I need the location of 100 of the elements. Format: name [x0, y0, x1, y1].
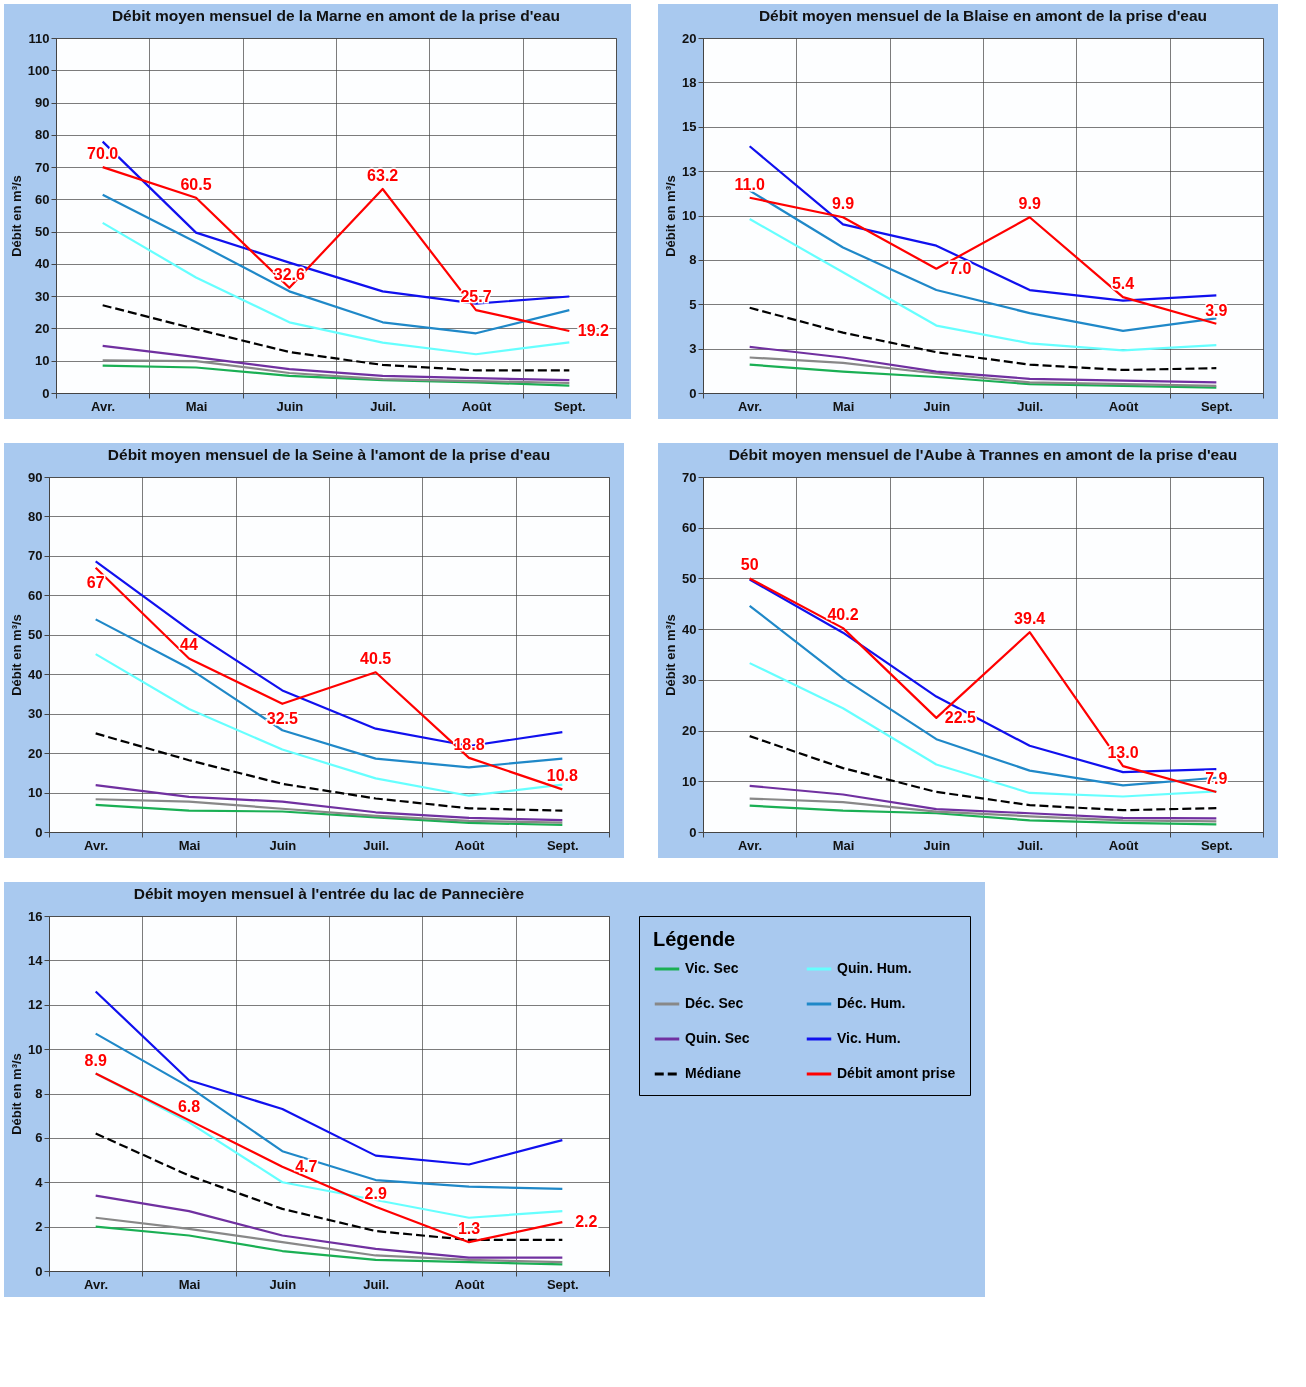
chart-title: Débit moyen mensuel à l'entrée du lac de Pannecière — [133, 884, 525, 902]
data-label: 10.8 — [546, 767, 579, 785]
x-tick-label: Mai — [185, 398, 208, 414]
y-tick-label: 90 — [35, 95, 50, 111]
x-tick-label: Juil. — [363, 837, 390, 853]
x-tick-label: Avr. — [84, 837, 109, 853]
x-tick-label: Août — [461, 398, 492, 414]
data-label: 8.9 — [84, 1051, 107, 1069]
y-tick-label: 50 — [28, 627, 43, 643]
y-tick-label: 20 — [682, 723, 697, 739]
x-tick-label: Mai — [178, 1276, 201, 1292]
y-tick-label: 2 — [35, 1219, 43, 1235]
y-tick-label: 10 — [682, 208, 697, 223]
y-tick-label: 0 — [35, 1263, 43, 1279]
legend-label: Vic. Sec — [685, 960, 739, 976]
x-tick-label: Juin — [276, 398, 304, 414]
x-tick-label: Juil. — [1017, 837, 1044, 853]
x-tick-label: Avr. — [738, 398, 763, 414]
x-tick-label: Avr. — [91, 398, 116, 414]
data-label: 11.0 — [734, 175, 765, 193]
y-tick-label: 50 — [35, 224, 50, 240]
chart-title: Débit moyen mensuel de l'Aube à Trannes en amont de la prise d'eau — [728, 445, 1238, 463]
y-axis-title: Débit en m³/s — [663, 614, 679, 696]
data-label: 4.7 — [295, 1157, 318, 1175]
y-tick-label: 10 — [35, 353, 50, 369]
x-tick-label: Avr. — [738, 837, 763, 853]
legend-label: Déc. Hum. — [837, 995, 906, 1011]
y-tick-label: 12 — [28, 997, 43, 1013]
x-tick-label: Août — [1108, 837, 1139, 853]
data-label: 7.0 — [949, 259, 972, 277]
y-tick-label: 30 — [35, 288, 50, 304]
y-tick-label: 10 — [28, 1041, 43, 1057]
y-tick-label: 20 — [28, 745, 43, 761]
chart-title: Débit moyen mensuel de la Seine à l'amont de la prise d'eau — [107, 445, 551, 463]
data-label: 1.3 — [457, 1220, 481, 1238]
y-tick-label: 13 — [682, 163, 697, 179]
y-tick-label: 40 — [35, 256, 50, 272]
x-tick-label: Mai — [832, 398, 855, 414]
x-tick-label: Sept. — [546, 837, 579, 853]
chart-title: Débit moyen mensuel de la Blaise en amont de la prise d'eau — [758, 6, 1208, 24]
x-tick-label: Août — [1108, 398, 1139, 414]
y-tick-label: 30 — [682, 672, 697, 688]
y-tick-label: 40 — [682, 621, 697, 637]
data-label: 3.9 — [1205, 301, 1228, 319]
x-tick-label: Mai — [832, 837, 855, 853]
x-tick-label: Juil. — [370, 398, 397, 414]
x-tick-label: Juin — [269, 1276, 297, 1292]
y-tick-label: 0 — [689, 385, 697, 401]
y-tick-label: 70 — [682, 469, 697, 485]
x-tick-label: Juil. — [363, 1276, 390, 1292]
legend-label: Quin. Hum. — [837, 960, 912, 976]
data-label: 6.8 — [177, 1098, 201, 1116]
y-tick-label: 100 — [27, 62, 50, 78]
x-tick-label: Sept. — [553, 398, 586, 414]
y-tick-label: 90 — [28, 469, 43, 485]
data-label: 40.2 — [827, 606, 859, 624]
x-tick-label: Sept. — [1200, 837, 1233, 853]
y-tick-label: 70 — [28, 548, 43, 564]
y-tick-label: 5 — [689, 296, 697, 312]
y-axis-title: Débit en m³/s — [9, 1053, 25, 1135]
y-tick-label: 8 — [35, 1086, 43, 1101]
y-tick-label: 60 — [28, 587, 43, 603]
y-tick-label: 60 — [35, 191, 50, 207]
x-tick-label: Sept. — [1200, 398, 1233, 414]
legend-label: Vic. Hum. — [837, 1030, 901, 1046]
y-axis-title: Débit en m³/s — [9, 614, 25, 696]
y-axis-title: Débit en m³/s — [663, 175, 679, 257]
y-tick-label: 14 — [28, 952, 44, 968]
y-tick-label: 20 — [682, 30, 697, 46]
y-tick-label: 8 — [689, 252, 697, 268]
legend-label: Médiane — [685, 1065, 742, 1081]
data-label: 40.5 — [360, 650, 392, 668]
data-label: 32.5 — [266, 709, 299, 727]
x-tick-label: Août — [454, 837, 485, 853]
y-tick-label: 18 — [682, 74, 697, 90]
y-tick-label: 0 — [42, 385, 50, 401]
x-tick-label: Juin — [923, 837, 951, 853]
data-label: 63.2 — [367, 167, 399, 185]
y-tick-label: 0 — [35, 824, 43, 840]
data-label: 19.2 — [577, 322, 610, 340]
y-axis-title: Débit en m³/s — [8, 175, 24, 257]
x-tick-label: Sept. — [546, 1276, 579, 1292]
y-tick-label: 15 — [682, 119, 697, 135]
chart-title: Débit moyen mensuel de la Marne en amont de la prise d'eau — [111, 6, 561, 24]
data-label: 60.5 — [180, 175, 212, 193]
x-tick-label: Juil. — [1017, 398, 1044, 414]
y-tick-label: 20 — [35, 320, 50, 336]
data-label: 9.9 — [831, 195, 855, 213]
data-label: 39.4 — [1014, 610, 1046, 628]
legend-title: Légende — [653, 928, 736, 950]
y-tick-label: 4 — [35, 1174, 44, 1190]
x-tick-label: Août — [454, 1276, 485, 1292]
legend-label: Débit amont prise — [837, 1065, 956, 1081]
data-label: 2.2 — [575, 1213, 598, 1231]
y-tick-label: 80 — [28, 508, 43, 524]
y-tick-label: 70 — [35, 159, 50, 175]
x-tick-label: Juin — [269, 837, 297, 853]
y-tick-label: 3 — [689, 341, 697, 357]
data-label: 22.5 — [944, 708, 977, 726]
data-label: 5.4 — [1111, 275, 1135, 293]
